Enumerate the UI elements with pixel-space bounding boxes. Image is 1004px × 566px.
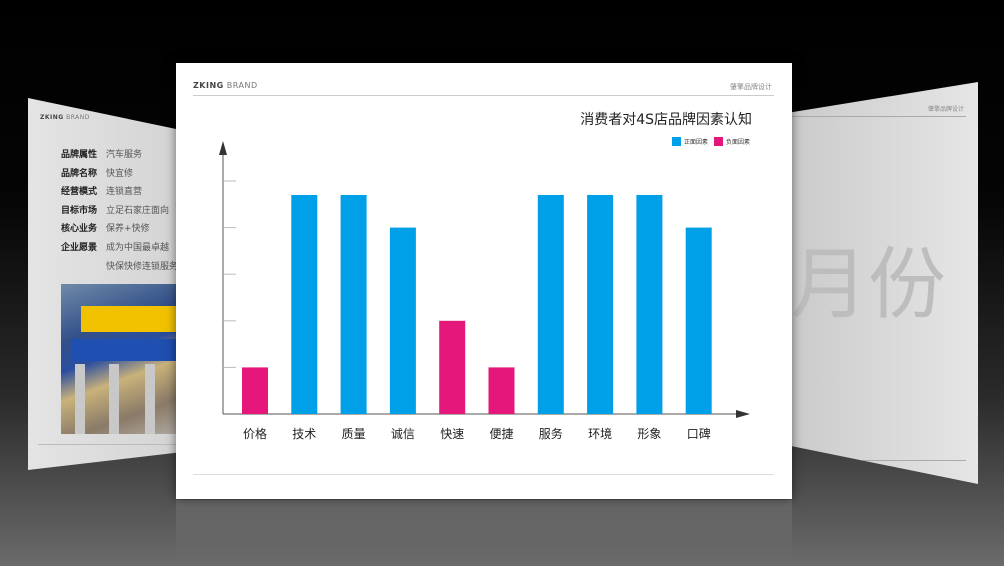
right-slide-header: 肇擎品牌设计 bbox=[927, 106, 964, 113]
bar bbox=[389, 227, 416, 414]
left-field-value: 立足石家庄面向 bbox=[106, 205, 170, 216]
bar bbox=[439, 320, 466, 414]
bar bbox=[291, 194, 318, 414]
x-tick-label: 快速 bbox=[440, 427, 464, 441]
bar-chart: 价格 技术 质量 诚信 快速 便捷 服务 环境 形象 口碑 bbox=[219, 141, 750, 441]
legend-negative: 负面因素 bbox=[714, 137, 750, 146]
left-slide-brand: ZKING BRAND bbox=[40, 114, 90, 121]
left-field-label: 核心业务 bbox=[61, 224, 98, 234]
storefront-photo bbox=[61, 284, 188, 434]
bar bbox=[242, 367, 268, 414]
left-field-label: 经营模式 bbox=[61, 187, 98, 197]
chart-title: 消费者对4S店品牌因素认知 bbox=[580, 112, 752, 128]
x-tick-label: 技术 bbox=[292, 427, 316, 441]
x-tick-label: 服务 bbox=[539, 426, 563, 441]
x-tick-label: 便捷 bbox=[489, 427, 513, 441]
legend-negative-label: 负面因素 bbox=[726, 139, 751, 146]
main-slide-brand: ZKING BRAND bbox=[193, 81, 258, 90]
main-slide[interactable]: ZKING BRAND 肇擎品牌设计 消费者对4S店品牌因素认知 正面因素 负面… bbox=[176, 63, 792, 499]
left-field-label: 品牌属性 bbox=[61, 150, 98, 160]
footer-divider bbox=[193, 474, 774, 475]
x-tick-label: 诚信 bbox=[391, 427, 415, 441]
left-slide-extra-line: 快保快修连锁服务 bbox=[106, 262, 179, 272]
legend-positive: 正面因素 bbox=[672, 137, 708, 146]
left-field-value: 快宜修 bbox=[106, 168, 134, 179]
x-tick-label: 形象 bbox=[637, 427, 661, 441]
left-field-value: 汽车服务 bbox=[106, 150, 143, 160]
right-slide-preview[interactable]: 肇擎品牌设计 月份 bbox=[780, 82, 978, 484]
left-field-value: 成为中国最卓越 bbox=[106, 242, 170, 253]
x-tick-label: 口碑 bbox=[687, 426, 711, 441]
left-field-label: 品牌名称 bbox=[61, 168, 98, 179]
y-axis-arrow-icon bbox=[219, 141, 227, 155]
main-slide-header-right: 肇擎品牌设计 bbox=[730, 83, 772, 91]
bar bbox=[488, 367, 515, 414]
x-tick-label: 价格 bbox=[243, 426, 267, 441]
left-slide-preview[interactable]: ZKING BRAND 品牌属性 汽车服务 品牌名称 快宜修 经营模式 连锁直营 目标市场立… bbox=[28, 98, 188, 470]
bar bbox=[587, 194, 614, 414]
slide-reflection bbox=[176, 500, 792, 566]
right-slide-big-text: 月份 bbox=[790, 240, 947, 330]
bar bbox=[685, 227, 712, 414]
bar bbox=[636, 194, 663, 414]
left-field-value: 保养+快修 bbox=[106, 224, 150, 234]
x-tick-label: 环境 bbox=[588, 426, 612, 441]
header-divider bbox=[193, 95, 774, 96]
left-field-value: 连锁直营 bbox=[106, 187, 143, 197]
x-axis-arrow-icon bbox=[736, 410, 750, 418]
legend-negative-swatch bbox=[714, 137, 723, 146]
left-field-label: 企业愿景 bbox=[61, 242, 98, 253]
bar bbox=[537, 194, 564, 414]
left-field-label: 目标市场 bbox=[61, 205, 98, 216]
legend-positive-label: 正面因素 bbox=[684, 139, 709, 146]
x-tick-label: 质量 bbox=[342, 427, 366, 441]
bar bbox=[340, 194, 367, 414]
legend-positive-swatch bbox=[672, 137, 681, 146]
